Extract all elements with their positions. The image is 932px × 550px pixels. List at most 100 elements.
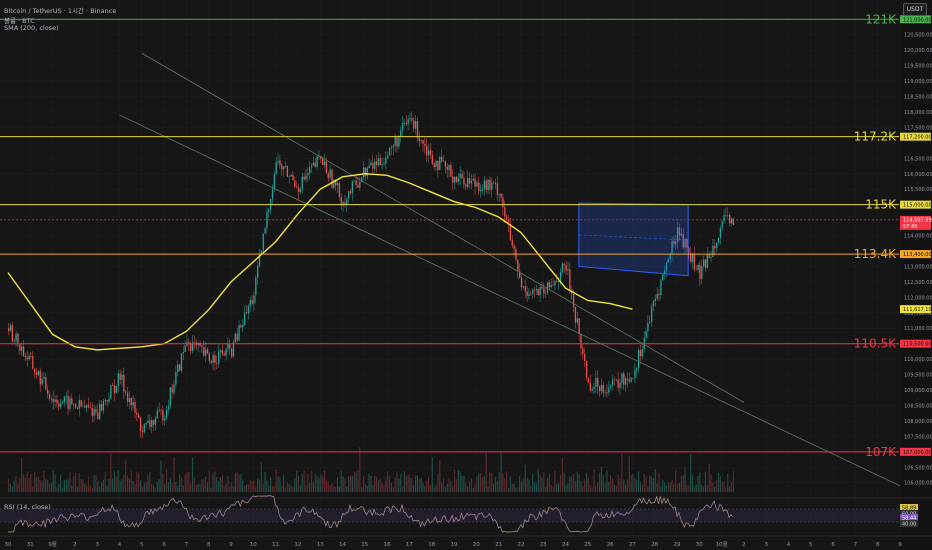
- candle: [310, 165, 313, 168]
- volume-bar: [379, 478, 381, 492]
- volume-bar: [507, 487, 510, 492]
- volume-bar: [232, 486, 235, 492]
- y-tick-label: 116,000.00: [904, 172, 932, 178]
- candle: [331, 169, 333, 188]
- volume-bar: [35, 477, 38, 492]
- volume-bar: [448, 478, 450, 492]
- candle: [193, 342, 196, 344]
- candle: [493, 182, 495, 184]
- volume-bar: [381, 482, 383, 492]
- candle: [610, 385, 612, 388]
- candle: [322, 158, 324, 165]
- candle: [691, 254, 694, 262]
- volume-bar: [691, 474, 694, 492]
- volume-bar: [175, 481, 177, 492]
- candle: [338, 183, 341, 198]
- y-tick-label: 119,000.00: [904, 79, 932, 85]
- candle: [258, 253, 261, 267]
- candle: [147, 420, 149, 423]
- volume-bar: [344, 478, 346, 492]
- volume-bar: [375, 476, 378, 492]
- volume-bar: [362, 476, 365, 492]
- volume-bar: [431, 457, 433, 492]
- candle: [372, 162, 374, 169]
- candle: [279, 160, 281, 166]
- volume-bar: [132, 480, 134, 492]
- currency-button[interactable]: USDT: [903, 3, 927, 16]
- candle: [401, 123, 404, 131]
- candle: [532, 289, 534, 294]
- volume-bar: [543, 471, 545, 492]
- volume-bar: [533, 481, 536, 492]
- candle: [450, 165, 452, 177]
- volume-bar: [426, 480, 428, 492]
- volume-bar: [574, 481, 576, 492]
- candle: [368, 165, 370, 168]
- candle: [86, 405, 88, 408]
- x-tick-label: 18: [428, 542, 435, 548]
- price-level-label: 107K: [865, 445, 897, 459]
- x-tick-label: 3: [764, 542, 768, 548]
- volume-bar: [67, 479, 69, 492]
- candle: [223, 353, 225, 356]
- x-tick-label: 2: [742, 542, 746, 548]
- y-tick-label: 118,000.00: [904, 110, 932, 116]
- candle: [634, 370, 636, 379]
- candle: [388, 148, 391, 156]
- volume-bar: [147, 474, 149, 492]
- volume-bar: [307, 473, 309, 492]
- volume-bar: [9, 483, 12, 492]
- candle: [517, 259, 519, 272]
- candle: [572, 294, 575, 308]
- candle: [121, 374, 123, 380]
- candle: [219, 350, 222, 352]
- volume-bar: [78, 473, 80, 492]
- volume-bar: [128, 478, 130, 492]
- countdown-text: 57:45: [903, 224, 917, 230]
- volume-bar: [76, 486, 78, 492]
- volume-bar: [119, 480, 121, 492]
- volume-bar: [314, 474, 316, 492]
- x-tick-label: 29: [674, 542, 681, 548]
- candle: [617, 379, 619, 388]
- volume-bar: [440, 482, 443, 492]
- x-tick-label: 3: [95, 542, 99, 548]
- candle: [604, 392, 606, 393]
- x-tick-label: 20: [473, 542, 480, 548]
- symbol-line: Bitcoin / TetherUS · 1시간 · Binance: [4, 7, 117, 15]
- candle: [650, 306, 653, 322]
- candle: [732, 218, 735, 225]
- y-tick-label: 107,500.00: [904, 434, 932, 440]
- volume-bar: [374, 475, 376, 492]
- volume-bar: [188, 472, 190, 492]
- candle: [229, 343, 231, 349]
- volume-bar: [725, 487, 727, 492]
- volume-bar: [690, 454, 692, 492]
- candle: [238, 325, 240, 341]
- volume-bar: [22, 474, 25, 492]
- volume-bar: [279, 476, 281, 492]
- x-tick-label: 19: [451, 542, 458, 548]
- volume-bar: [97, 481, 99, 492]
- candle: [349, 191, 352, 193]
- candle: [242, 325, 244, 328]
- candle: [641, 349, 643, 357]
- y-tick-label: 108,500.00: [904, 403, 932, 409]
- volume-bar: [60, 474, 62, 492]
- candle: [491, 182, 493, 190]
- candle: [117, 373, 119, 386]
- candle: [561, 263, 564, 272]
- volume-bar: [333, 486, 335, 492]
- candle: [686, 238, 688, 248]
- volume-bar: [216, 476, 218, 492]
- candle: [468, 178, 471, 184]
- trendline: [141, 52, 745, 403]
- candle: [188, 342, 190, 344]
- candle: [409, 118, 411, 120]
- volume-bar: [506, 471, 508, 492]
- volume-bar: [338, 486, 340, 492]
- candle: [212, 355, 214, 363]
- volume-bar: [465, 481, 467, 492]
- candle: [504, 207, 506, 217]
